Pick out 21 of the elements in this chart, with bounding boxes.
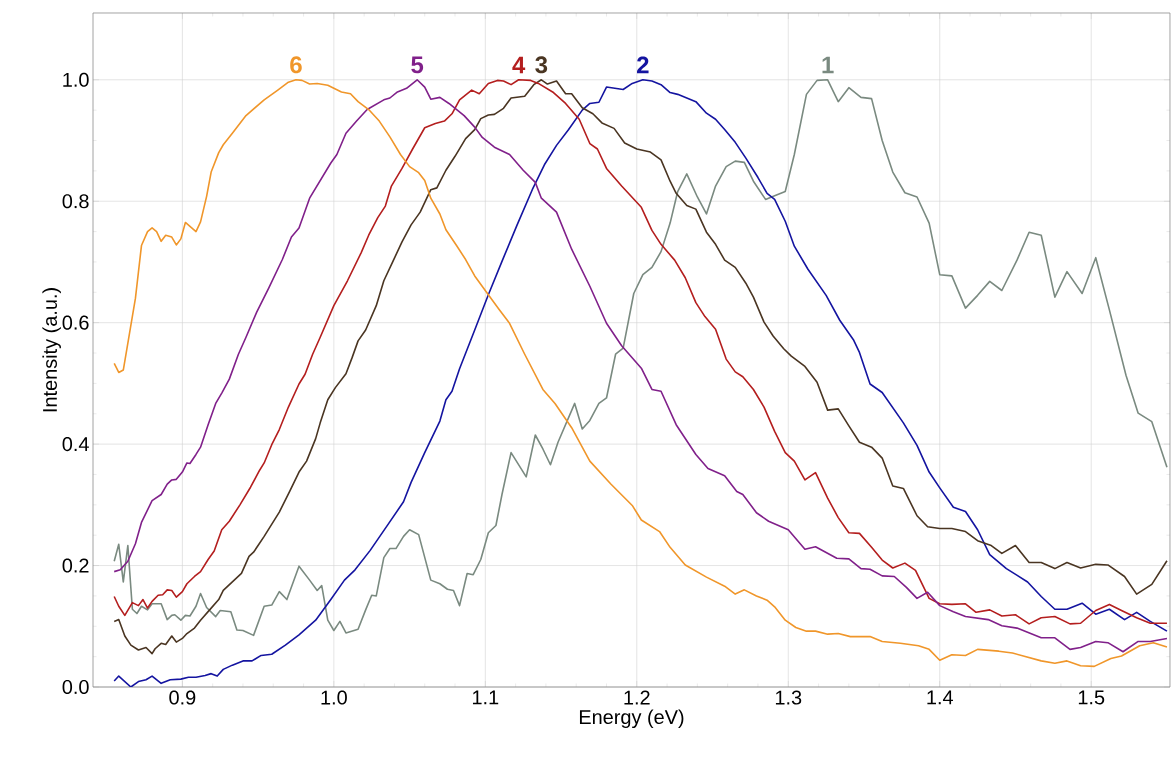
- y-tick-label: 0.8: [62, 194, 89, 209]
- x-tick-label: 1.1: [472, 690, 499, 705]
- y-tick-label: 0.0: [62, 679, 89, 695]
- series-label: 4: [512, 56, 526, 74]
- x-axis-title: Energy (eV): [579, 709, 684, 729]
- series-label: 3: [535, 56, 548, 74]
- x-tick-label: 1.2: [624, 690, 650, 705]
- x-tick-label: 1.0: [321, 690, 347, 705]
- series-label: 1: [822, 56, 834, 74]
- y-tick-label: 0.6: [62, 315, 89, 330]
- y-tick-label: 0.2: [62, 558, 89, 573]
- y-tick-label: 1.0: [63, 72, 89, 87]
- series-label: 5: [411, 56, 424, 74]
- series-label: 2: [637, 56, 649, 74]
- x-tick-label: 0.9: [169, 690, 196, 705]
- x-tick-label: 1.4: [927, 690, 954, 705]
- y-tick-label: 0.4: [62, 437, 89, 452]
- x-tick-label: 1.5: [1078, 690, 1105, 705]
- series-label: 6: [290, 56, 302, 74]
- y-axis-title: Intensity (a.u.): [42, 288, 61, 412]
- x-tick-label: 1.3: [775, 690, 802, 705]
